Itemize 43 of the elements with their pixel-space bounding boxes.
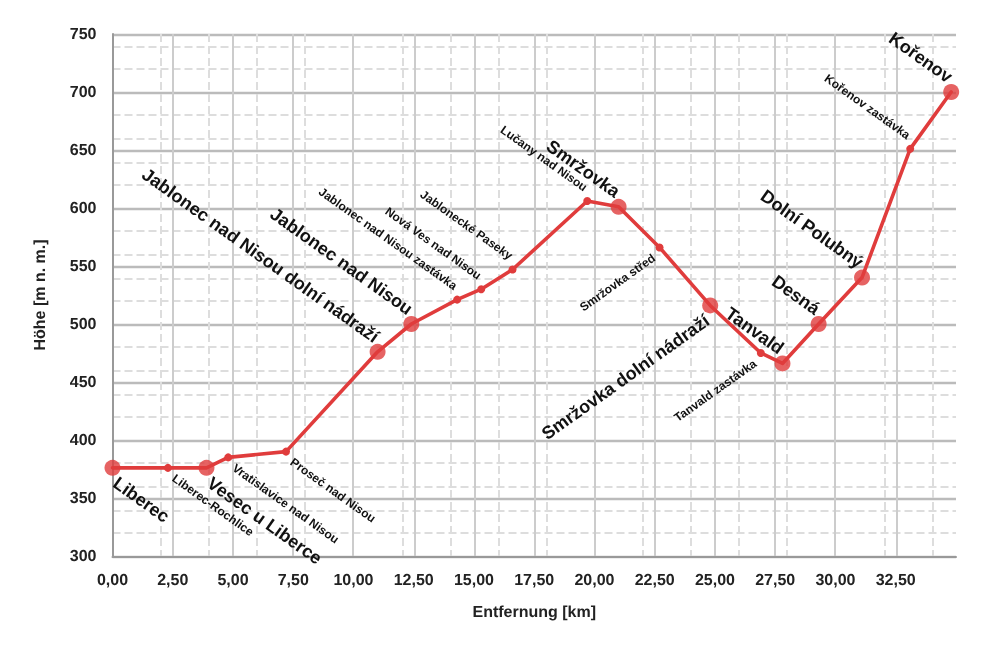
y-tick-label: 600 — [69, 199, 98, 217]
point — [610, 198, 627, 215]
point — [854, 269, 871, 286]
x-tick-label: 15,00 — [453, 571, 496, 589]
point — [943, 84, 960, 100]
point — [282, 447, 291, 456]
point — [774, 355, 791, 372]
point — [453, 295, 462, 304]
x-tick-label: 7,50 — [277, 571, 310, 589]
point — [369, 343, 386, 360]
x-tick-label: 17,50 — [514, 571, 556, 589]
y-tick-label: 400 — [69, 431, 98, 449]
x-tick-label: 2,50 — [157, 571, 190, 589]
x-tick-label: 22,50 — [634, 571, 676, 589]
x-tick-label: 12,50 — [393, 571, 435, 589]
x-tick-label: 5,00 — [217, 571, 250, 589]
point — [224, 453, 233, 462]
x-tick-label: 10,00 — [333, 571, 375, 589]
y-tick-label: 500 — [69, 315, 98, 333]
point — [702, 297, 719, 314]
point — [906, 144, 915, 153]
x-tick-label: 27,50 — [755, 571, 797, 589]
point — [163, 463, 172, 472]
y-tick-label: 650 — [69, 141, 98, 159]
y-axis-title: Höhe [m n. m.] — [31, 238, 49, 351]
y-tick-label: 450 — [69, 373, 98, 391]
x-tick-label: 0,00 — [96, 571, 130, 589]
point — [655, 243, 664, 252]
y-tick-label: 350 — [69, 489, 98, 507]
point — [508, 265, 517, 274]
y-tick-label: 750 — [69, 25, 98, 43]
x-tick-label: 32,50 — [875, 571, 917, 589]
point — [810, 316, 827, 332]
x-tick-label: 30,00 — [815, 571, 857, 589]
x-tick-label: 25,00 — [694, 571, 737, 589]
y-tick-label: 550 — [69, 257, 98, 275]
y-tick-label: 300 — [69, 547, 98, 565]
x-axis-title: Entfernung [km] — [472, 603, 597, 621]
point — [477, 285, 486, 294]
point — [104, 459, 121, 476]
x-tick-label: 20,00 — [574, 571, 616, 589]
y-tick-label: 700 — [69, 83, 98, 101]
point — [403, 316, 420, 332]
